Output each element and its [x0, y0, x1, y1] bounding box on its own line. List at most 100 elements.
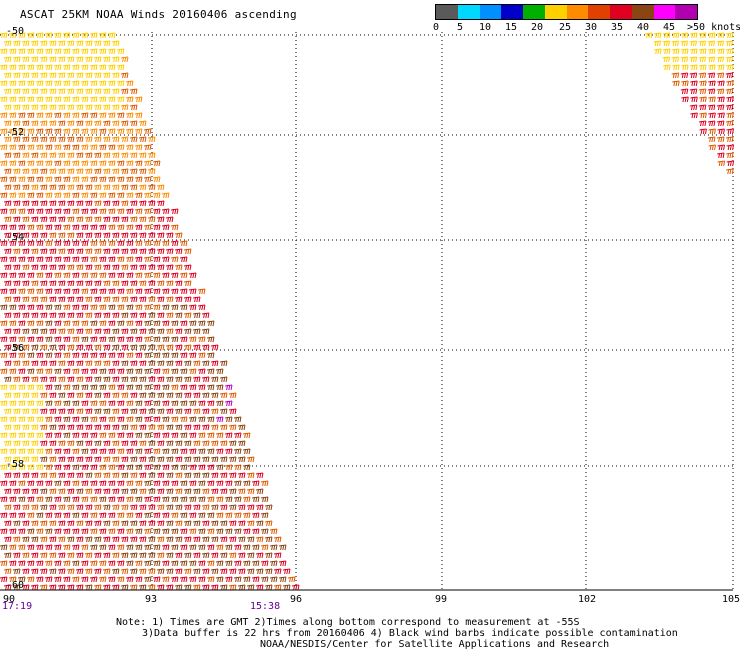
wind-barb — [93, 552, 102, 559]
wind-barb — [48, 424, 57, 431]
wind-barb — [107, 528, 116, 535]
wind-speed-legend: 0 5 10 15 20 25 30 35 40 45 >50 knots — [433, 4, 740, 33]
wind-barb — [0, 192, 8, 199]
wind-barb — [125, 144, 134, 151]
wind-barb — [89, 224, 98, 231]
wind-barb — [251, 560, 260, 567]
wind-barb — [663, 48, 671, 55]
wind-barb — [35, 512, 44, 519]
wind-barb — [12, 184, 21, 191]
wind-barb — [89, 256, 98, 263]
wind-barb — [147, 440, 156, 447]
wind-barb — [116, 272, 125, 279]
wind-barb — [48, 456, 57, 463]
wind-barb — [107, 256, 116, 263]
wind-barb — [255, 568, 264, 575]
wind-barb — [111, 216, 120, 223]
lat-label: -56 — [6, 343, 25, 354]
wind-barb — [147, 472, 156, 479]
wind-barb — [57, 184, 66, 191]
wind-barb — [30, 248, 39, 255]
wind-barb — [71, 48, 80, 55]
wind-barb — [57, 280, 66, 287]
wind-barb — [80, 496, 89, 503]
wind-barb — [165, 472, 174, 479]
wind-barb — [125, 528, 134, 535]
wind-barb — [26, 160, 35, 167]
map-title: ASCAT 25KM NOAA Winds 20160406 ascending — [20, 8, 297, 21]
wind-barb — [134, 224, 143, 231]
wind-barb — [152, 224, 161, 231]
wind-barb — [197, 336, 206, 343]
wind-barb — [75, 344, 84, 351]
wind-barb — [48, 88, 57, 95]
wind-barb — [111, 296, 120, 303]
wind-barb — [147, 248, 156, 255]
wind-barb — [165, 584, 174, 591]
wind-barb — [690, 48, 698, 55]
wind-barb — [93, 152, 102, 159]
wind-barb — [44, 224, 53, 231]
wind-barb — [0, 576, 8, 583]
wind-barb — [62, 96, 71, 103]
legend-swatch — [653, 5, 676, 19]
wind-barb — [255, 552, 264, 559]
wind-barb — [44, 48, 53, 55]
wind-barb — [165, 296, 174, 303]
wind-barb — [125, 240, 134, 247]
wind-barb — [192, 376, 201, 383]
wind-barb — [716, 56, 725, 63]
wind-barb — [672, 64, 680, 71]
wind-barb — [48, 120, 57, 127]
wind-barb — [3, 360, 12, 367]
wind-barb — [170, 384, 179, 391]
wind-barb — [39, 504, 48, 511]
wind-barb — [228, 536, 237, 543]
wind-barb — [708, 144, 717, 151]
wind-barb — [156, 344, 165, 351]
wind-barb — [183, 248, 192, 255]
wind-barb — [0, 176, 8, 183]
wind-barb — [116, 528, 125, 535]
wind-barb — [174, 264, 183, 271]
wind-barb — [681, 80, 689, 87]
wind-barb — [35, 480, 44, 487]
wind-barb — [107, 288, 116, 295]
wind-barb — [39, 584, 48, 591]
wind-barb — [165, 216, 174, 223]
wind-barb — [147, 136, 156, 143]
wind-barb — [111, 360, 120, 367]
wind-barb — [147, 536, 156, 543]
wind-barb — [44, 256, 53, 263]
wind-barb — [17, 160, 26, 167]
wind-barb — [102, 200, 111, 207]
wind-barb — [35, 528, 44, 535]
wind-barb — [111, 184, 120, 191]
wind-barb — [165, 376, 174, 383]
wind-barb — [57, 440, 66, 447]
wind-barb — [188, 528, 197, 535]
wind-barb — [111, 88, 120, 95]
wind-barb — [129, 488, 138, 495]
wind-barb — [30, 328, 39, 335]
wind-barb — [44, 288, 53, 295]
wind-barb — [0, 208, 8, 215]
wind-barb — [210, 488, 219, 495]
wind-barb — [102, 216, 111, 223]
wind-barb — [107, 336, 116, 343]
wind-barb — [165, 440, 174, 447]
wind-barb — [0, 256, 8, 263]
lon-label: 105 — [722, 594, 740, 605]
wind-barb — [39, 392, 48, 399]
wind-barb — [3, 584, 12, 591]
wind-barb — [291, 584, 300, 591]
wind-barb — [717, 128, 725, 135]
wind-barb — [8, 368, 17, 375]
wind-barb — [8, 224, 17, 231]
wind-barb — [102, 488, 111, 495]
wind-barb — [80, 432, 89, 439]
wind-barb — [120, 152, 129, 159]
wind-barb — [66, 152, 75, 159]
wind-barb — [201, 520, 210, 527]
